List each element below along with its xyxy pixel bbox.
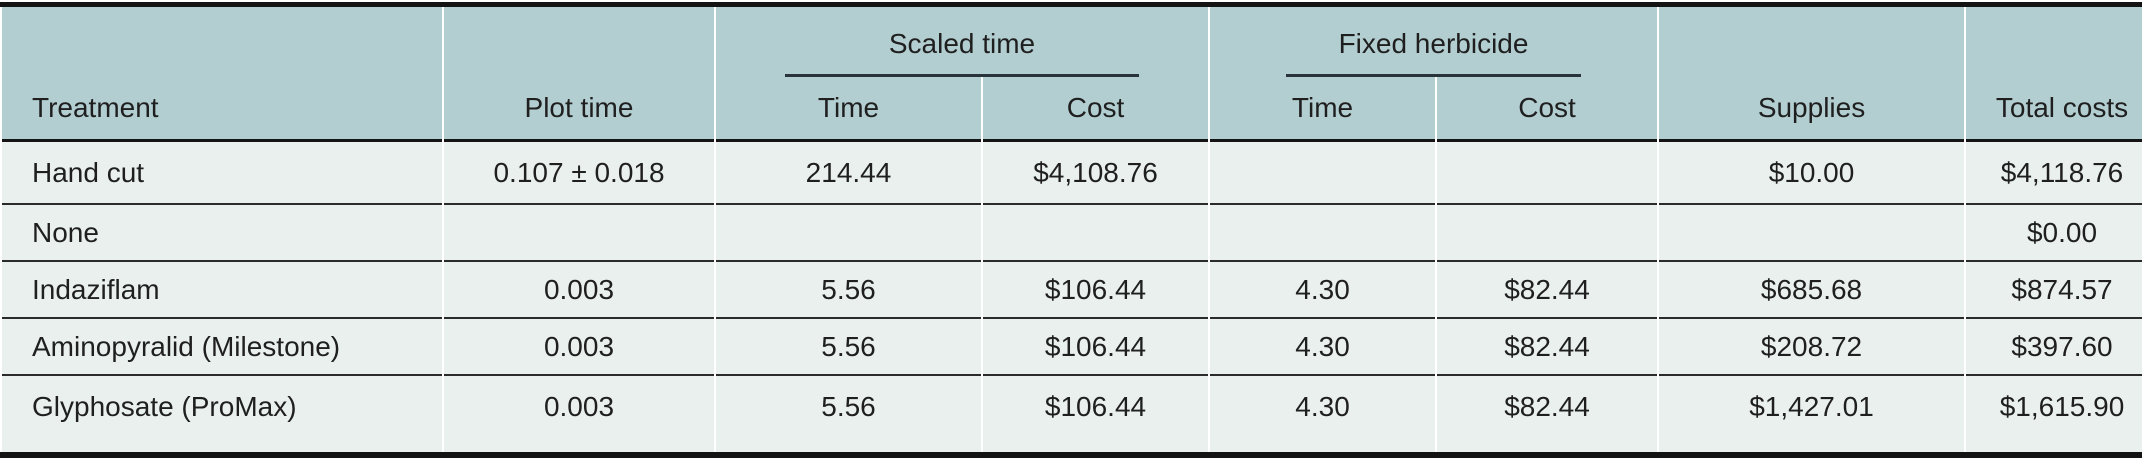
cell-supplies: [1659, 203, 1965, 260]
bottom-rule: [0, 452, 2142, 458]
cell-total-costs: $397.60: [1966, 317, 2142, 374]
column-header-total-costs: Total costs: [1966, 77, 2142, 139]
table-body: Hand cut 0.107 ± 0.018 214.44 $4,108.76 …: [2, 139, 2142, 457]
cell-fixed-cost: $82.44: [1437, 260, 1658, 317]
cell-fixed-cost: $82.44: [1437, 374, 1658, 457]
group-underline: Scaled time: [784, 28, 1140, 77]
group-header-fixed-herbicide: Fixed herbicide: [1210, 7, 1658, 77]
group-label: Fixed herbicide: [1338, 28, 1529, 59]
cell-treatment: Indaziflam: [2, 260, 442, 317]
column-header-scaled-cost: Cost: [983, 77, 1209, 139]
table-row: Hand cut 0.107 ± 0.018 214.44 $4,108.76 …: [2, 139, 2142, 203]
cell-plot-time: 0.003: [444, 374, 714, 457]
cell-supplies: $208.72: [1659, 317, 1965, 374]
cell-fixed-time: 4.30: [1210, 374, 1436, 457]
cell-plot-time: 0.003: [444, 260, 714, 317]
column-header-fixed-time: Time: [1210, 77, 1436, 139]
spacer-cell: [1659, 7, 1965, 77]
cell-fixed-cost: [1437, 139, 1658, 203]
cell-supplies: $1,427.01: [1659, 374, 1965, 457]
spacer-cell: [444, 7, 714, 77]
table-header: Scaled time Fixed herbicide Treatment Pl…: [2, 7, 2142, 139]
cell-treatment: Glyphosate (ProMax): [2, 374, 442, 457]
column-header-row: Treatment Plot time Time Cost Time Cost …: [2, 77, 2142, 139]
cell-fixed-time: [1210, 203, 1436, 260]
cell-scaled-time: 5.56: [716, 260, 981, 317]
treatment-cost-table: Scaled time Fixed herbicide Treatment Pl…: [0, 7, 2142, 457]
group-label: Scaled time: [888, 28, 1036, 59]
group-underline: Fixed herbicide: [1286, 28, 1582, 77]
cell-scaled-cost: $4,108.76: [983, 139, 1209, 203]
table-row: None $0.00: [2, 203, 2142, 260]
cell-fixed-cost: $82.44: [1437, 317, 1658, 374]
column-header-supplies: Supplies: [1659, 77, 1965, 139]
group-header-scaled-time: Scaled time: [716, 7, 1209, 77]
column-header-plot-time: Plot time: [444, 77, 714, 139]
cell-fixed-time: [1210, 139, 1436, 203]
cell-treatment: Aminopyralid (Milestone): [2, 317, 442, 374]
top-rule: [0, 2, 2142, 7]
cell-supplies: $10.00: [1659, 139, 1965, 203]
column-header-fixed-cost: Cost: [1437, 77, 1658, 139]
cell-plot-time: 0.107 ± 0.018: [444, 139, 714, 203]
spacer-cell: [1966, 7, 2142, 77]
cell-total-costs: $874.57: [1966, 260, 2142, 317]
cell-scaled-cost: $106.44: [983, 317, 1209, 374]
cell-scaled-time: 5.56: [716, 317, 981, 374]
group-header-row: Scaled time Fixed herbicide: [2, 7, 2142, 77]
cell-scaled-time: 214.44: [716, 139, 981, 203]
cell-fixed-time: 4.30: [1210, 317, 1436, 374]
cell-treatment: None: [2, 203, 442, 260]
cell-treatment: Hand cut: [2, 139, 442, 203]
cell-fixed-time: 4.30: [1210, 260, 1436, 317]
spacer-cell: [2, 7, 442, 77]
cell-total-costs: $0.00: [1966, 203, 2142, 260]
column-header-scaled-time: Time: [716, 77, 981, 139]
cell-plot-time: [444, 203, 714, 260]
table-row: Aminopyralid (Milestone) 0.003 5.56 $106…: [2, 317, 2142, 374]
cell-supplies: $685.68: [1659, 260, 1965, 317]
cell-scaled-time: [716, 203, 981, 260]
cell-total-costs: $4,118.76: [1966, 139, 2142, 203]
table-row: Indaziflam 0.003 5.56 $106.44 4.30 $82.4…: [2, 260, 2142, 317]
table-row: Glyphosate (ProMax) 0.003 5.56 $106.44 4…: [2, 374, 2142, 457]
cell-fixed-cost: [1437, 203, 1658, 260]
cell-scaled-cost: [983, 203, 1209, 260]
cell-scaled-cost: $106.44: [983, 374, 1209, 457]
cell-scaled-cost: $106.44: [983, 260, 1209, 317]
column-header-treatment: Treatment: [2, 77, 442, 139]
cell-total-costs: $1,615.90: [1966, 374, 2142, 457]
cell-scaled-time: 5.56: [716, 374, 981, 457]
cell-plot-time: 0.003: [444, 317, 714, 374]
